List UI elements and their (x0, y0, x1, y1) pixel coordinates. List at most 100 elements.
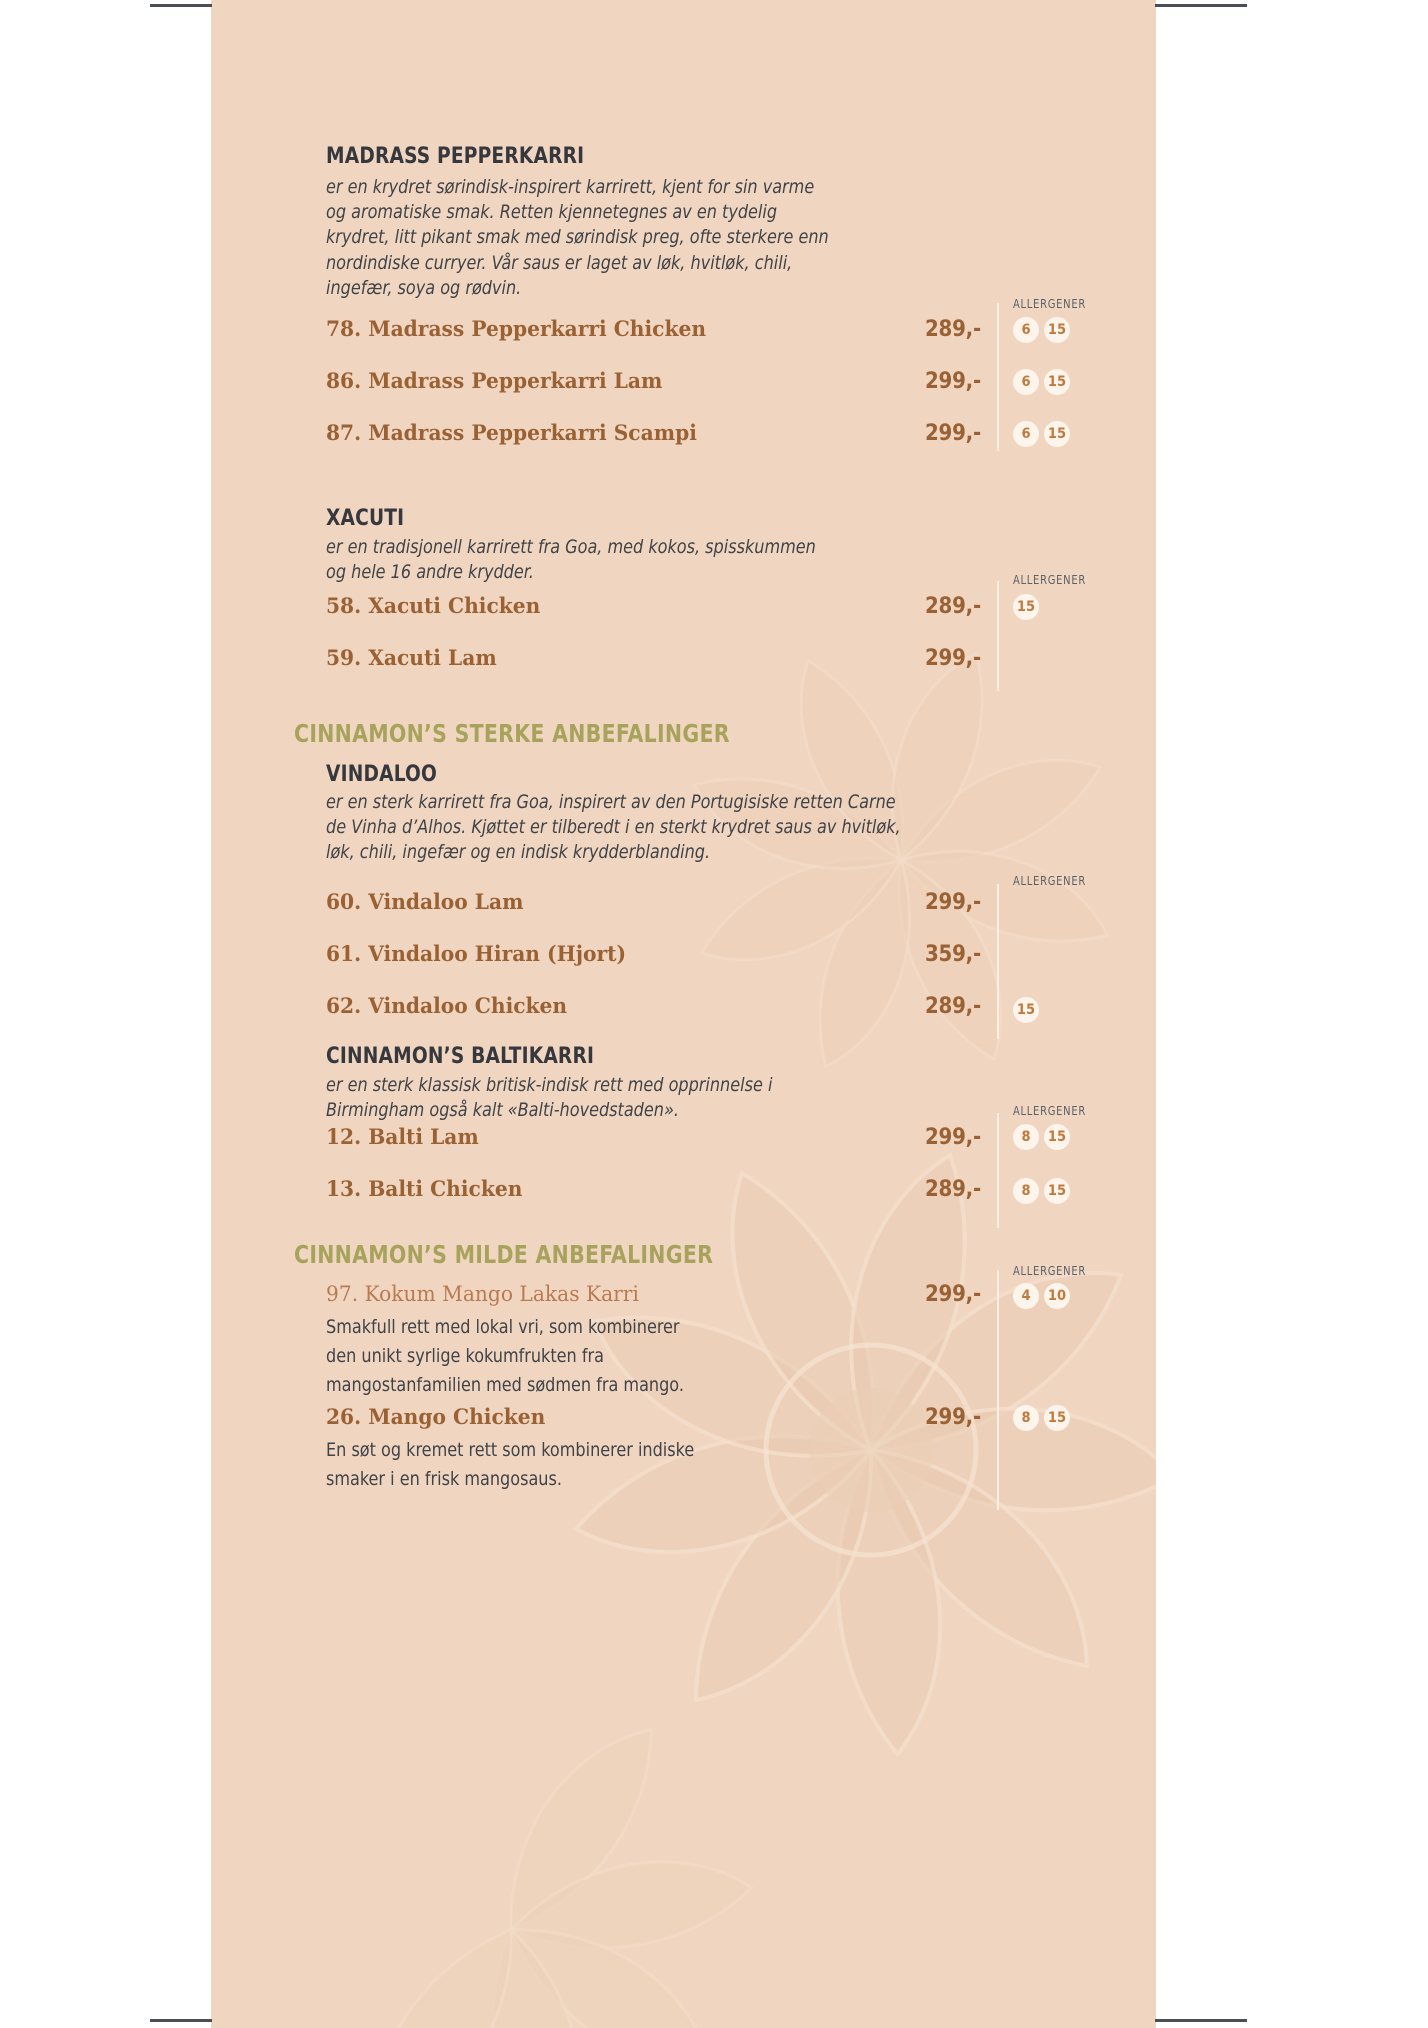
menu-row[interactable]: 60. Vindaloo Lam 299,- (326, 890, 981, 920)
menu-item-price: 299,- (924, 1125, 981, 1150)
menu-item-number: 97. (326, 1282, 365, 1307)
allergen-header-baltikarri: ALLERGENER (1013, 1104, 1086, 1118)
menu-row[interactable]: 13. Balti Chicken 289,- (326, 1177, 981, 1207)
allergen-badge: 6 (1013, 317, 1039, 343)
allergen-header-madrass: ALLERGENER (1013, 297, 1086, 311)
menu-item-number: 62. (326, 994, 369, 1019)
menu-row[interactable]: 58. Xacuti Chicken 289,- (326, 594, 981, 624)
allergen-badge: 4 (1013, 1283, 1039, 1309)
crop-mark-top-right (1155, 4, 1247, 7)
allergen-divider-vindaloo (997, 884, 999, 1039)
crop-mark-bottom-right (1155, 2019, 1247, 2022)
menu-item-number: 86. (326, 369, 369, 394)
group-description-xacuti: er en tradisjonell karrirett fra Goa, me… (326, 536, 816, 584)
allergen-badge: 15 (1044, 317, 1070, 343)
menu-row[interactable]: 59. Xacuti Lam 299,- (326, 646, 981, 676)
allergen-badges: 6 15 (1013, 421, 1070, 447)
menu-item-number: 26. (326, 1405, 369, 1430)
menu-item-price: 299,- (924, 369, 981, 394)
allergen-header-milde: ALLERGENER (1013, 1264, 1086, 1278)
allergen-badge: 15 (1013, 997, 1039, 1023)
menu-item-name: 78. Madrass Pepperkarri Chicken (326, 317, 706, 342)
menu-item-number: 61. (326, 942, 369, 967)
menu-item-label: Madrass Pepperkarri Scampi (368, 421, 697, 446)
menu-item-price: 289,- (924, 317, 981, 342)
menu-item-label: Xacuti Lam (368, 646, 497, 671)
menu-row[interactable]: 12. Balti Lam 299,- (326, 1125, 981, 1155)
menu-row[interactable]: 97. Kokum Mango Lakas Karri 299,- (326, 1282, 981, 1312)
menu-item-number: 78. (326, 317, 369, 342)
crop-mark-top-left (150, 4, 212, 7)
menu-item-description: En søt og kremet rett som kombinerer ind… (326, 1439, 695, 1490)
menu-row[interactable]: 87. Madrass Pepperkarri Scampi 299,- (326, 421, 981, 451)
menu-page: MADRASS PEPPERKARRI er en krydret sørind… (211, 0, 1156, 2028)
allergen-badges: 8 15 (1013, 1405, 1070, 1431)
allergen-divider-balti (997, 1113, 999, 1228)
menu-item-label: Madrass Pepperkarri Chicken (368, 317, 707, 342)
group-title-madrass-pepperkarri: MADRASS PEPPERKARRI (326, 143, 585, 169)
allergen-badges: 8 15 (1013, 1124, 1070, 1150)
crop-mark-bottom-left (150, 2019, 212, 2022)
menu-item-name: 87. Madrass Pepperkarri Scampi (326, 421, 697, 446)
allergen-badge: 8 (1013, 1405, 1039, 1431)
menu-item-description: Smakfull rett med lokal vri, som kombine… (326, 1316, 684, 1396)
menu-item-number: 59. (326, 646, 369, 671)
menu-item-name: 60. Vindaloo Lam (326, 890, 523, 915)
allergen-badge: 10 (1044, 1283, 1070, 1309)
menu-item-name: 26. Mango Chicken (326, 1405, 545, 1430)
group-description-baltikarri: er en sterk klassisk britisk-indisk rett… (326, 1074, 773, 1122)
menu-item-number: 12. (326, 1125, 369, 1150)
menu-item-price: 299,- (924, 1405, 981, 1430)
menu-item-label: Xacuti Chicken (368, 594, 541, 619)
allergen-badge: 6 (1013, 369, 1039, 395)
menu-item-label: Vindaloo Hiran (Hjort) (368, 942, 627, 967)
menu-item-label: Balti Chicken (368, 1177, 523, 1202)
menu-item-label: Vindaloo Chicken (368, 994, 568, 1019)
section-heading-milde: CINNAMON’S MILDE ANBEFALINGER (294, 1240, 714, 1269)
menu-item-price: 299,- (924, 421, 981, 446)
allergen-badge: 15 (1044, 421, 1070, 447)
group-description-vindaloo: er en sterk karrirett fra Goa, inspirert… (326, 791, 901, 864)
allergen-badges: 15 (1013, 594, 1039, 620)
allergen-badge: 15 (1013, 594, 1039, 620)
allergen-divider-xacuti (997, 581, 999, 691)
group-description-madrass-pepperkarri: er en krydret sørindisk-inspirert karrir… (326, 176, 829, 299)
menu-item-name: 86. Madrass Pepperkarri Lam (326, 369, 662, 394)
menu-item-price: 289,- (924, 1177, 981, 1202)
group-title-vindaloo: VINDALOO (326, 761, 438, 787)
menu-row[interactable]: 26. Mango Chicken 299,- (326, 1405, 981, 1435)
menu-item-name: 61. Vindaloo Hiran (Hjort) (326, 942, 626, 967)
menu-item-name: 12. Balti Lam (326, 1125, 479, 1150)
menu-item-price: 359,- (924, 942, 981, 967)
menu-row[interactable]: 61. Vindaloo Hiran (Hjort) 359,- (326, 942, 981, 972)
menu-row[interactable]: 62. Vindaloo Chicken 289,- (326, 994, 981, 1024)
menu-item-number: 58. (326, 594, 369, 619)
allergen-header-vindaloo: ALLERGENER (1013, 874, 1086, 888)
allergen-divider-madrass (997, 303, 999, 451)
allergen-badges: 8 15 (1013, 1178, 1070, 1204)
menu-item-label: Vindaloo Lam (368, 890, 524, 915)
menu-item-name: 62. Vindaloo Chicken (326, 994, 567, 1019)
section-heading-sterke: CINNAMON’S STERKE ANBEFALINGER (294, 719, 730, 748)
allergen-badges: 6 15 (1013, 369, 1070, 395)
allergen-badge: 15 (1044, 1405, 1070, 1431)
menu-item-price: 299,- (924, 890, 981, 915)
allergen-badges: 15 (1013, 997, 1039, 1023)
menu-item-name: 97. Kokum Mango Lakas Karri (326, 1282, 639, 1307)
menu-item-label: Mango Chicken (368, 1405, 546, 1430)
allergen-badge: 8 (1013, 1124, 1039, 1150)
menu-item-name: 58. Xacuti Chicken (326, 594, 540, 619)
menu-item-price: 299,- (924, 1282, 981, 1307)
allergen-divider-mango-a (997, 1398, 999, 1508)
menu-row[interactable]: 78. Madrass Pepperkarri Chicken 289,- (326, 317, 981, 347)
allergen-badge: 15 (1044, 1178, 1070, 1204)
allergen-badge: 15 (1044, 1124, 1070, 1150)
menu-item-name: 59. Xacuti Lam (326, 646, 497, 671)
menu-item-number: 60. (326, 890, 369, 915)
allergen-badges: 6 15 (1013, 317, 1070, 343)
menu-row[interactable]: 86. Madrass Pepperkarri Lam 299,- (326, 369, 981, 399)
menu-item-label: Balti Lam (368, 1125, 479, 1150)
menu-item-label: Madrass Pepperkarri Lam (368, 369, 663, 394)
menu-item-price: 289,- (924, 994, 981, 1019)
allergen-badge: 15 (1044, 369, 1070, 395)
